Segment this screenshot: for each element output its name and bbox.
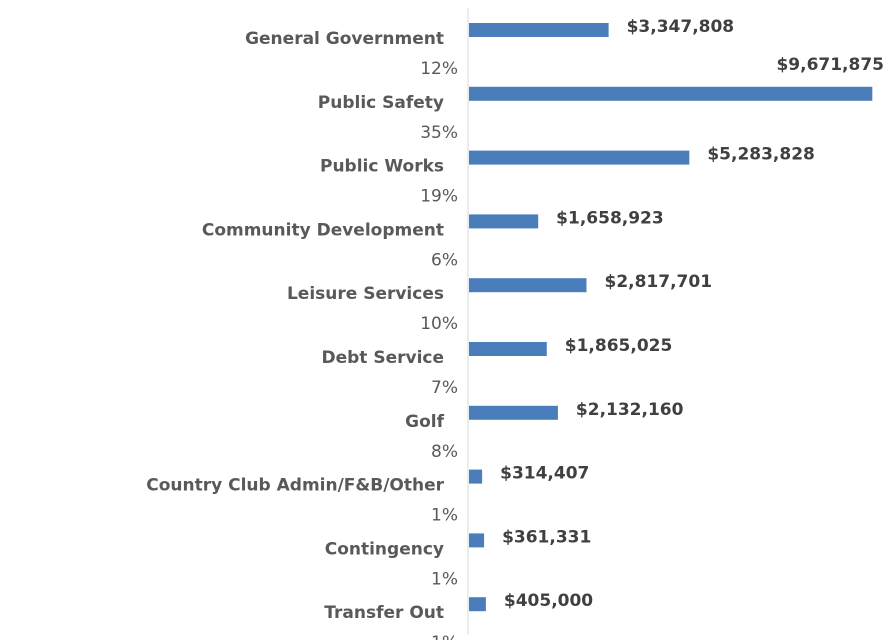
- category-label: Public Works: [320, 157, 444, 177]
- value-label: $1,865,025: [565, 336, 673, 356]
- bar: [469, 405, 558, 420]
- bar: [469, 469, 483, 484]
- share-label: 35%: [420, 123, 458, 143]
- value-label: $1,658,923: [556, 208, 664, 228]
- value-label: $2,132,160: [576, 400, 684, 420]
- share-label: 6%: [431, 250, 458, 270]
- category-label: Golf: [405, 412, 444, 432]
- value-label: $314,407: [500, 464, 589, 484]
- bar: [469, 214, 539, 229]
- category-label: Community Development: [202, 220, 444, 240]
- share-label: 8%: [431, 442, 458, 462]
- bar: [469, 533, 485, 548]
- share-label: 7%: [431, 378, 458, 398]
- bar: [469, 86, 873, 101]
- bar: [469, 23, 609, 37]
- share-label: 19%: [420, 187, 458, 207]
- category-label: Debt Service: [321, 348, 444, 368]
- value-label: $2,817,701: [604, 272, 712, 292]
- share-label: 12%: [420, 59, 458, 79]
- bar: [469, 597, 486, 612]
- category-label: Country Club Admin/F&B/Other: [146, 476, 444, 496]
- bar: [469, 150, 690, 165]
- value-label: $361,331: [502, 527, 591, 547]
- value-label: $405,000: [504, 591, 593, 611]
- category-label: Public Safety: [318, 93, 444, 113]
- share-label: 10%: [420, 314, 458, 334]
- category-label: Transfer Out: [324, 603, 444, 623]
- category-label: General Government: [245, 29, 444, 49]
- value-label: $3,347,808: [627, 17, 735, 37]
- category-label: Contingency: [325, 539, 444, 559]
- share-label: 1%: [431, 506, 458, 526]
- share-label: 1%: [431, 569, 458, 589]
- bar: [469, 342, 547, 356]
- bar: [469, 278, 587, 293]
- share-label: 1%: [431, 633, 458, 640]
- category-label: Leisure Services: [287, 284, 444, 304]
- value-label: $5,283,828: [707, 145, 815, 165]
- value-label: $9,671,875: [776, 55, 884, 75]
